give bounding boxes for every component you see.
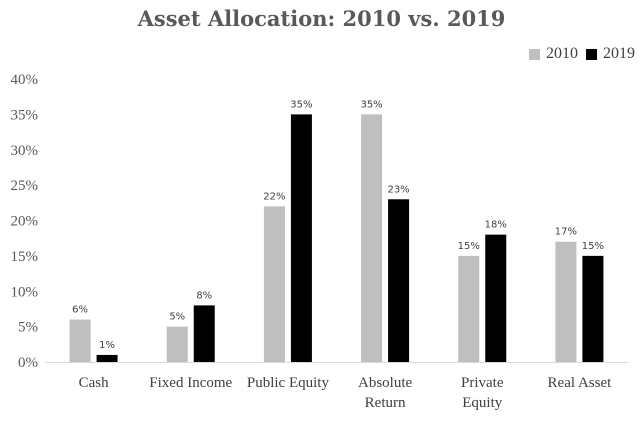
legend-swatch-2010 [529,48,540,60]
bar-2010 [555,241,577,362]
chart-title: Asset Allocation: 2010 vs. 2019 [137,6,506,31]
bar-2019 [388,199,410,362]
data-label-2019: 15% [582,241,604,252]
data-label-2019: 23% [387,184,409,195]
bar-2019 [582,255,604,362]
y-tick-label: 30% [11,143,39,159]
data-label-2010: 22% [263,191,285,202]
data-label-2010: 15% [458,241,480,252]
bar-2019 [485,234,507,362]
data-label-2019: 1% [99,340,115,351]
bar-2010 [361,114,383,362]
y-tick-label: 35% [11,107,39,123]
legend-label-2010: 2010 [546,45,578,62]
data-label-2010: 35% [360,99,382,110]
x-tick-label: Return [365,395,406,411]
data-label-2019: 18% [485,220,507,231]
bar-2010 [263,206,285,362]
bar-2019 [193,305,215,362]
data-label-2010: 6% [72,305,88,316]
data-label-2010: 17% [555,227,577,238]
x-tick-label: Fixed Income [149,375,232,391]
y-tick-label: 15% [11,249,39,265]
x-tick-label: Equity [462,395,502,411]
data-label-2010: 5% [169,312,185,323]
data-label-2019: 35% [290,99,312,110]
x-tick-label: Private [461,375,504,391]
bar-2019 [290,114,312,362]
legend-item-2010: 2010 [529,45,578,63]
bar-2019 [96,354,118,362]
x-tick-label: Public Equity [247,375,330,391]
bar-2010 [458,255,480,362]
bar-2010 [69,319,91,362]
y-tick-label: 25% [11,178,39,194]
x-tick-label: Absolute [358,375,413,391]
legend-item-2019: 2019 [586,45,635,63]
legend: 2010 2019 [521,45,635,63]
x-tick-label: Cash [79,375,110,391]
y-tick-label: 20% [11,214,39,230]
y-tick-label: 0% [18,355,38,371]
y-tick-label: 40% [11,72,39,88]
y-tick-label: 5% [18,320,38,336]
bar-2010 [166,326,188,362]
legend-swatch-2019 [586,48,597,60]
x-tick-label: Real Asset [548,375,613,391]
y-tick-label: 10% [11,284,39,300]
data-label-2019: 8% [196,290,212,301]
legend-label-2019: 2019 [603,45,635,62]
